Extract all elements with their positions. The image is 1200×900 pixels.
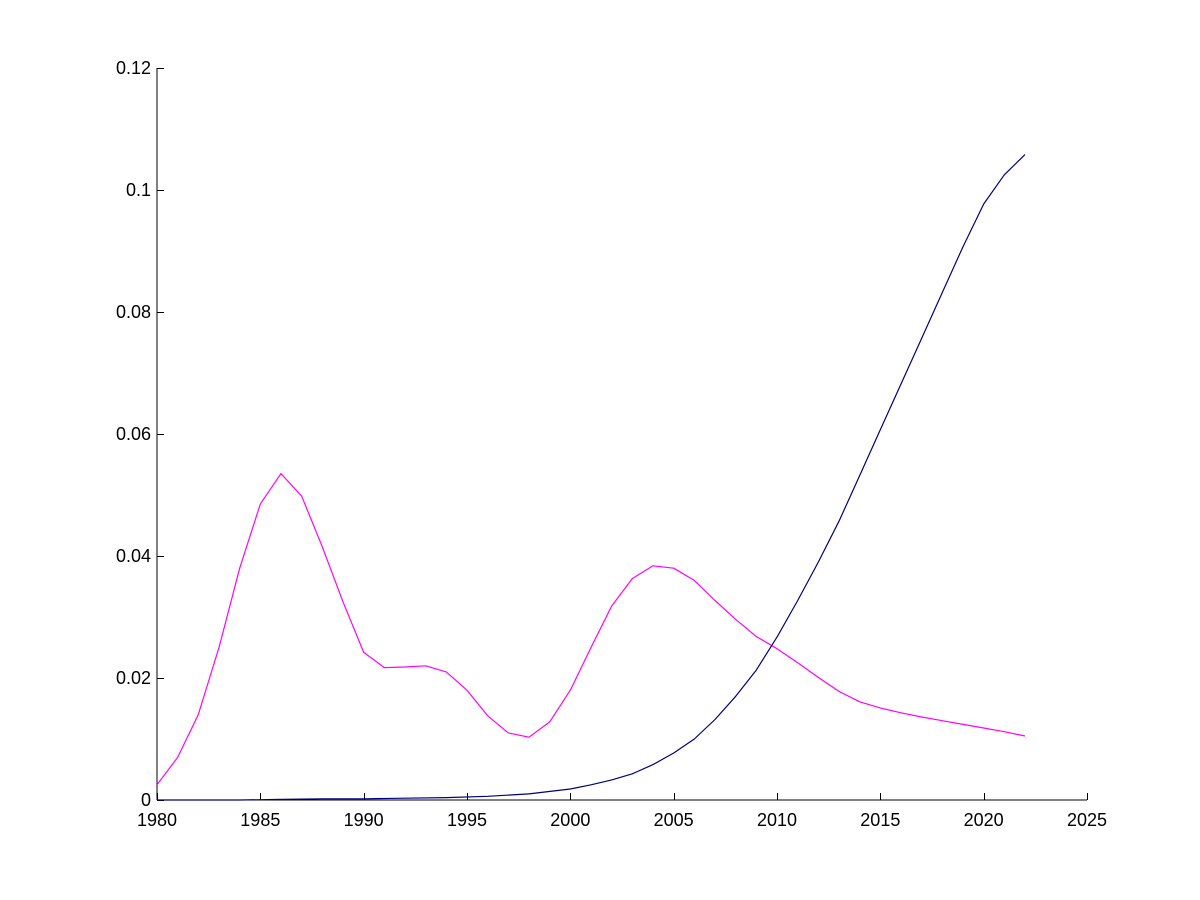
y-tick-label: 0.06 <box>116 424 151 444</box>
series-layer <box>156 154 1026 801</box>
y-tick-label: 0.02 <box>116 668 151 688</box>
x-tick-label: 2015 <box>860 810 900 830</box>
x-tick-label: 2025 <box>1067 810 1107 830</box>
x-tick-label: 2000 <box>550 810 590 830</box>
x-tick-label: 2005 <box>654 810 694 830</box>
x-tick-label: 2010 <box>757 810 797 830</box>
x-tick-label: 2020 <box>964 810 1004 830</box>
x-tick-label: 1985 <box>240 810 280 830</box>
x-tick-label: 1980 <box>137 810 177 830</box>
y-tick-label: 0.08 <box>116 302 151 322</box>
x-tick-label: 1990 <box>344 810 384 830</box>
y-tick-label: 0.12 <box>116 58 151 78</box>
y-tick-label: 0.04 <box>116 546 151 566</box>
x-tick-label: 1995 <box>447 810 487 830</box>
y-tick-label: 0 <box>141 790 151 810</box>
axes: 1980 1985 1990 1995 2000 2005 2010 2015 2020 2025… <box>116 58 1107 830</box>
series-line-2 <box>157 154 1026 801</box>
series-line-1 <box>156 473 1026 786</box>
y-tick-label: 0.1 <box>126 180 151 200</box>
